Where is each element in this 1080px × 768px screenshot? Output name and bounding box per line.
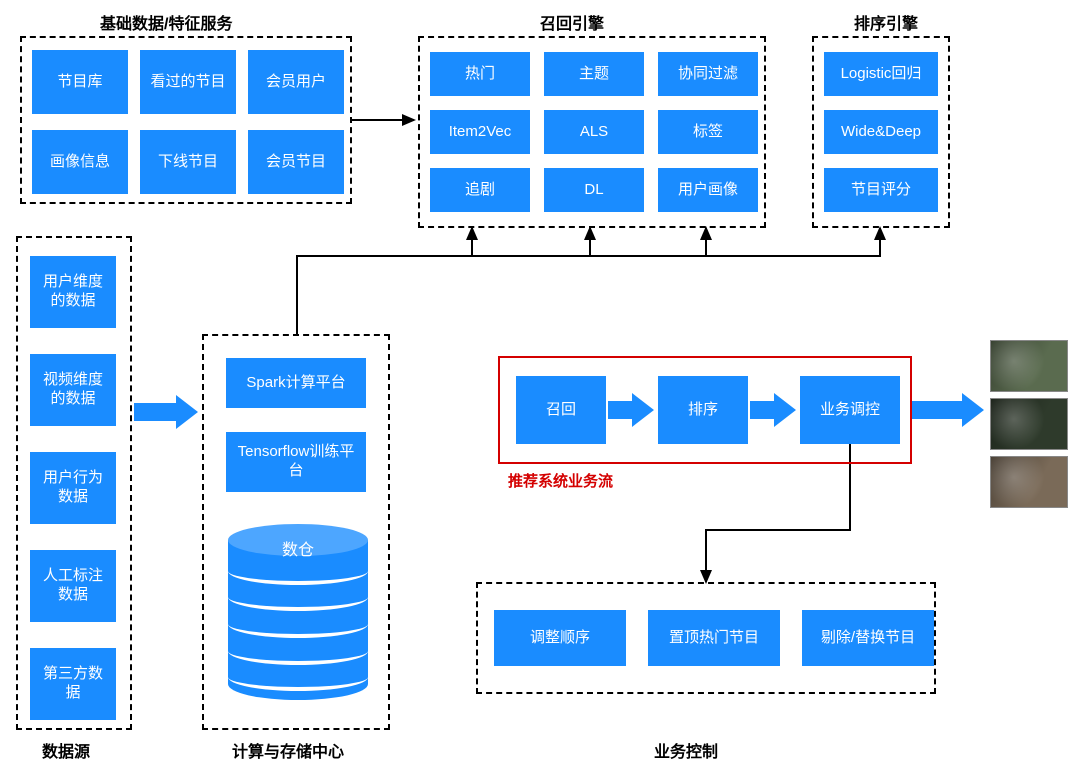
- group-title: 业务控制: [654, 738, 718, 762]
- block: 业务调控: [800, 376, 900, 444]
- block: 用户行为数据: [30, 452, 116, 524]
- thumbnail: [990, 398, 1068, 450]
- block: Logistic回归: [824, 52, 938, 96]
- block: 召回: [516, 376, 606, 444]
- block: 第三方数据: [30, 648, 116, 720]
- block: 下线节目: [140, 130, 236, 194]
- block: Wide&Deep: [824, 110, 938, 154]
- block: ALS: [544, 110, 644, 154]
- group-title: 召回引擎: [540, 10, 604, 34]
- bizflow-label: 推荐系统业务流: [508, 470, 613, 491]
- block: 追剧: [430, 168, 530, 212]
- block: 热门: [430, 52, 530, 96]
- group-title: 数据源: [42, 738, 90, 762]
- block: 画像信息: [32, 130, 128, 194]
- block: 协同过滤: [658, 52, 758, 96]
- block: 会员用户: [248, 50, 344, 114]
- block: 节目库: [32, 50, 128, 114]
- block: 节目评分: [824, 168, 938, 212]
- block: 用户画像: [658, 168, 758, 212]
- block: 排序: [658, 376, 748, 444]
- block: 置顶热门节目: [648, 610, 780, 666]
- block: 用户维度的数据: [30, 256, 116, 328]
- group-title: 排序引擎: [854, 10, 918, 34]
- cylinder: 数仓: [228, 540, 368, 700]
- block: 会员节目: [248, 130, 344, 194]
- thumbnail: [990, 340, 1068, 392]
- block: 调整顺序: [494, 610, 626, 666]
- block: 视频维度的数据: [30, 354, 116, 426]
- block: Tensorflow训练平台: [226, 432, 366, 492]
- block: 人工标注数据: [30, 550, 116, 622]
- block: DL: [544, 168, 644, 212]
- block: 主题: [544, 52, 644, 96]
- thumbnail: [990, 456, 1068, 508]
- block: 剔除/替换节目: [802, 610, 934, 666]
- block: 看过的节目: [140, 50, 236, 114]
- block: Item2Vec: [430, 110, 530, 154]
- group-title: 计算与存储中心: [232, 738, 344, 762]
- block: Spark计算平台: [226, 358, 366, 408]
- group-title: 基础数据/特征服务: [100, 10, 232, 34]
- block: 标签: [658, 110, 758, 154]
